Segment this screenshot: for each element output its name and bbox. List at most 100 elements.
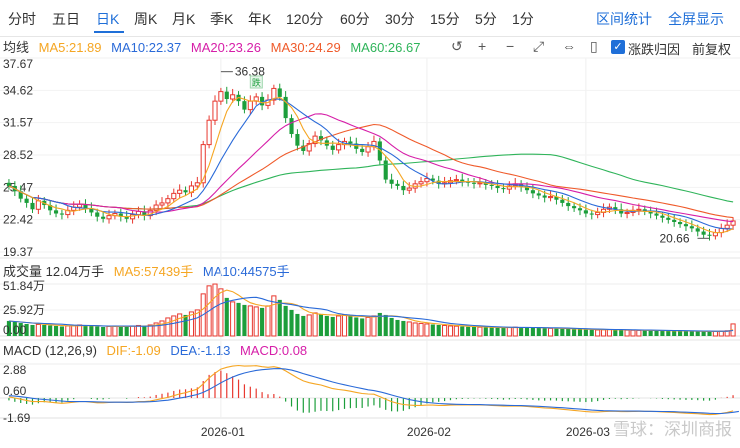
macd-legend: MACD (12,26,9) DIF:-1.09 DEA:-1.13 MACD:… xyxy=(3,343,319,358)
candle-down xyxy=(277,88,282,97)
handle-icon[interactable]: ▯ xyxy=(590,38,598,54)
volume-bar-down xyxy=(495,327,500,336)
tab-9[interactable]: 30分 xyxy=(385,11,415,27)
candle-up xyxy=(212,100,218,121)
candle-down xyxy=(524,187,530,191)
watermark: 雪球：深圳商报 xyxy=(613,420,732,439)
tab-7[interactable]: 120分 xyxy=(286,11,324,27)
volume-bar-up xyxy=(341,314,348,337)
candle-down xyxy=(395,183,400,186)
volume-bar-down xyxy=(701,331,706,336)
volume-bar-up xyxy=(147,324,153,337)
candle-up xyxy=(336,144,342,151)
candle-up xyxy=(636,208,642,211)
candle-down xyxy=(678,221,683,225)
tab-5[interactable]: 季K xyxy=(210,11,234,27)
ma-legend-item-1: MA10:22.37 xyxy=(111,40,182,55)
volume-bar-up xyxy=(77,324,83,337)
macd-legend-title: MACD (12,26,9) xyxy=(3,343,97,358)
candle-up xyxy=(230,94,236,100)
candle-up xyxy=(312,135,318,145)
volume-bar-up xyxy=(230,301,236,337)
dea-line xyxy=(8,368,739,415)
volume-bar-down xyxy=(301,315,306,336)
volume-bar-up xyxy=(630,329,636,337)
candle-down xyxy=(572,206,577,209)
date-tick-label: 2026-01 xyxy=(201,425,245,439)
price-tick-label: 34.62 xyxy=(3,83,33,97)
fullscreen-icon[interactable]: ⤢ xyxy=(533,38,545,54)
tab-3[interactable]: 周K xyxy=(134,11,158,27)
handle-icon[interactable]: ⇔ xyxy=(562,38,576,54)
tab-11[interactable]: 5分 xyxy=(475,11,497,27)
candle-down xyxy=(59,213,64,215)
macd-legend-item-2: MACD:0.08 xyxy=(239,343,308,358)
volume-bar-down xyxy=(83,325,88,336)
date-tick-label: 2026-02 xyxy=(407,425,451,439)
candle-down xyxy=(430,178,435,181)
volume-bar-up xyxy=(112,325,118,337)
volume-bar-up xyxy=(218,288,224,337)
tab-10[interactable]: 15分 xyxy=(430,11,460,27)
volume-bar-down xyxy=(660,330,665,336)
tab-0[interactable]: 分时 xyxy=(8,11,36,27)
volume-bar-up xyxy=(442,324,448,337)
candle-down xyxy=(289,118,294,135)
volume-bar-down xyxy=(536,327,541,336)
volume-bar-down xyxy=(436,324,441,336)
candle-down xyxy=(48,205,53,211)
candle-down xyxy=(660,215,665,218)
volume-bar-down xyxy=(224,297,229,336)
ma-legend: 均线 MA5:21.89 MA10:22.37 MA20:23.26 MA30:… xyxy=(3,37,432,56)
tab-6[interactable]: 年K xyxy=(248,11,272,27)
volume-bar-down xyxy=(318,313,324,336)
plus-icon[interactable]: + xyxy=(478,38,487,54)
interval-stats-button[interactable]: 区间统计 xyxy=(596,11,652,27)
volume-bar-up xyxy=(177,313,183,337)
price-tick-label: 28.52 xyxy=(3,148,33,162)
volume-bar-up xyxy=(406,321,412,337)
period-tabs: 分时 五日 日K 周K 月K 季K 年K 120分 60分 30分 15分 5分 1分 区间统计 全屏显示 xyxy=(0,0,740,37)
volume-bar-down xyxy=(18,322,23,336)
tab-4[interactable]: 月K xyxy=(172,11,196,27)
candle-up xyxy=(159,202,165,206)
candle-down xyxy=(536,193,541,196)
volume-bar-down xyxy=(619,329,624,336)
volume-bar-up xyxy=(412,322,418,337)
candle-down xyxy=(642,209,647,212)
price-tick-label: 25.47 xyxy=(3,180,33,194)
undo-icon[interactable]: ↺ xyxy=(451,38,463,54)
candle-up xyxy=(453,179,459,182)
ma60-line xyxy=(8,153,734,210)
attribution-checkbox[interactable]: ✓ xyxy=(611,40,625,54)
candle-up xyxy=(218,91,224,102)
minus-icon[interactable]: − xyxy=(506,38,515,54)
fullscreen-button[interactable]: 全屏显示 xyxy=(668,11,724,27)
tab-2[interactable]: 日K xyxy=(96,11,120,27)
volume-bar-down xyxy=(566,328,571,336)
candle-down xyxy=(466,181,471,183)
volume-bar-up xyxy=(165,317,171,337)
tab-1[interactable]: 五日 xyxy=(52,11,80,27)
candle-down xyxy=(501,188,506,190)
price-tick-label: 22.42 xyxy=(3,213,33,227)
volume-bar-down xyxy=(118,326,123,336)
adjust-mode-button[interactable]: 前复权 xyxy=(692,42,732,57)
volume-bar-down xyxy=(383,314,388,336)
volume-bar-down xyxy=(695,331,700,336)
volume-bar-down xyxy=(283,305,288,336)
candle-down xyxy=(689,226,694,229)
volume-bar-down xyxy=(295,313,300,336)
volume-bar-up xyxy=(35,323,41,337)
macd-legend-item-0: DIF:-1.09 xyxy=(106,343,161,358)
tab-8[interactable]: 60分 xyxy=(340,11,370,27)
tab-12[interactable]: 1分 xyxy=(512,11,534,27)
candle-down xyxy=(301,145,306,151)
candle-up xyxy=(194,182,200,187)
candle-down xyxy=(53,210,59,214)
volume-legend-title: 成交量 12.04万手 xyxy=(3,264,105,279)
volume-bar-down xyxy=(277,299,282,336)
volume-bar-down xyxy=(501,327,506,336)
candle-down xyxy=(30,202,35,210)
